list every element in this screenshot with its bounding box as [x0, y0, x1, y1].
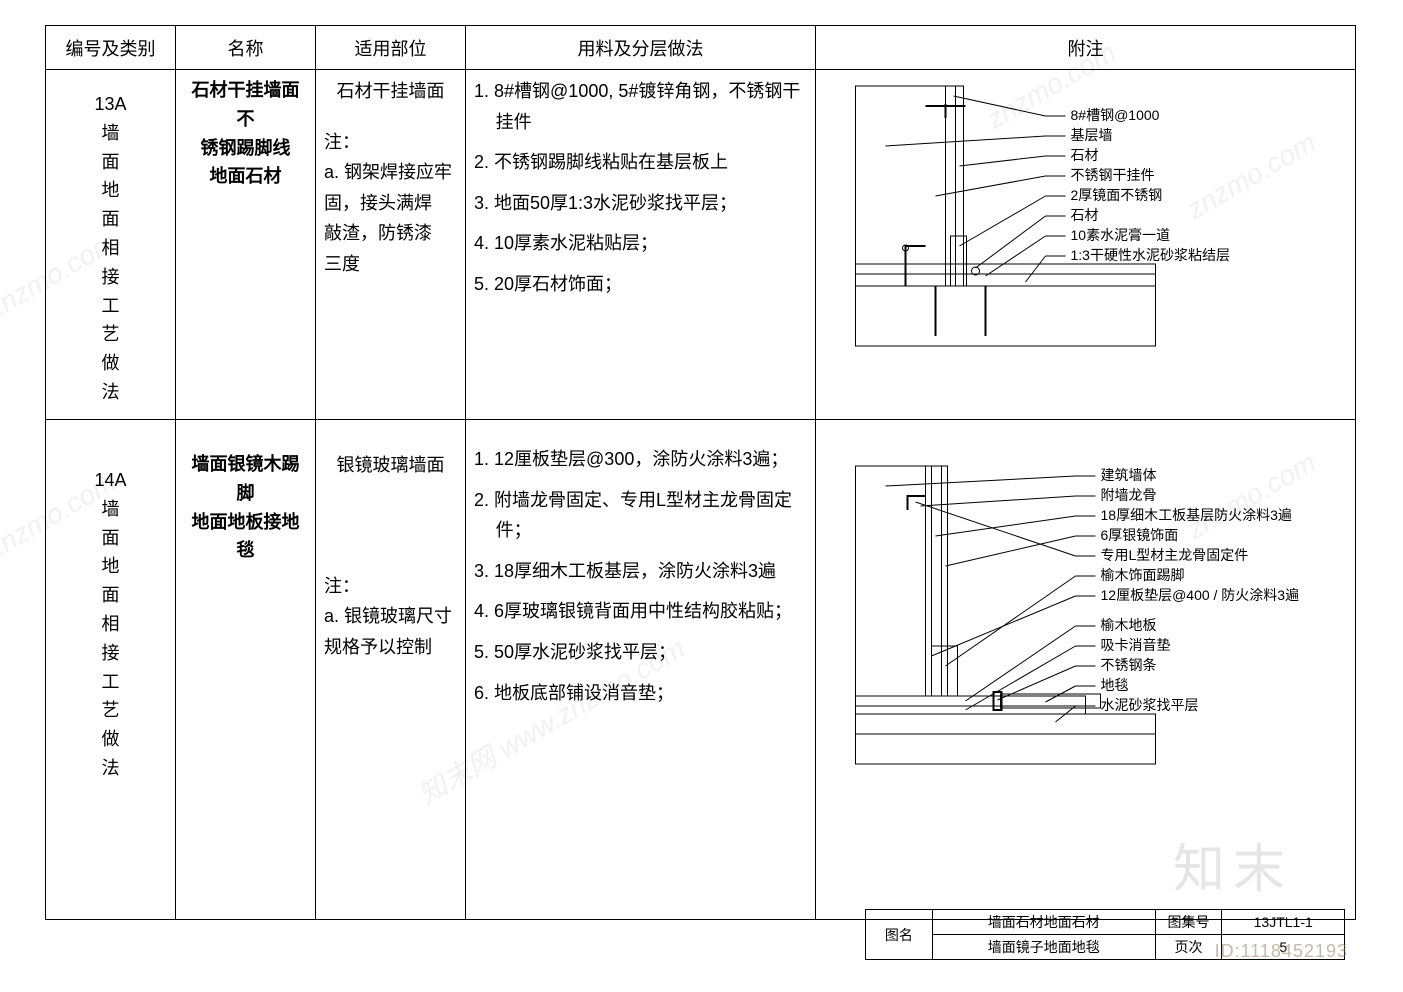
- diagram-label: 石材: [1071, 207, 1099, 223]
- table-row: 14A 墙 面 地 面 相 接 工 艺 做 法 墙面银镜木踢脚 地面地板接地毯 …: [46, 420, 1356, 920]
- col-header-name: 名称: [176, 26, 316, 70]
- cell-method-13a: 1. 8#槽钢@1000, 5#镀锌角钢，不锈钢干挂件 2. 不锈钢踢脚线粘贴在…: [466, 70, 816, 420]
- diagram-label: 地毯: [1101, 677, 1129, 693]
- cell-use-14a: 银镜玻璃墙面 注： a. 银镜玻璃尺寸 规格予以控制: [316, 420, 466, 920]
- id-code: 13A: [54, 90, 167, 119]
- cell-id-14a: 14A 墙 面 地 面 相 接 工 艺 做 法: [46, 420, 176, 920]
- use-note: a. 银镜玻璃尺寸 规格予以控制: [324, 601, 457, 662]
- diagram-label: 2厚镜面不锈钢: [1071, 187, 1163, 203]
- method-item: 1. 12厘板垫层@300，涂防火涂料3遍；: [474, 444, 807, 475]
- use-top: 石材干挂墙面: [324, 76, 457, 107]
- use-top: 银镜玻璃墙面: [324, 450, 457, 481]
- method-item: 6. 地板底部铺设消音垫；: [474, 678, 807, 709]
- method-item: 2. 不锈钢踢脚线粘贴在基层板上: [474, 147, 807, 178]
- method-item: 1. 8#槽钢@1000, 5#镀锌角钢，不锈钢干挂件: [474, 76, 807, 137]
- id-code: 14A: [54, 466, 167, 495]
- diagram-label: 8#槽钢@1000: [1071, 107, 1160, 123]
- table-header-row: 编号及类别 名称 适用部位 用料及分层做法 附注: [46, 26, 1356, 70]
- cell-name-14a: 墙面银镜木踢脚 地面地板接地毯: [176, 420, 316, 920]
- id-category: 墙 面 地 面 相 接 工 艺 做 法: [54, 495, 167, 783]
- use-note: a. 钢架焊接应牢 固，接头满焊 敲渣，防锈漆 三度: [324, 157, 457, 279]
- id-watermark: ID:1118452193: [1215, 941, 1348, 962]
- diagram-label: 不锈钢条: [1101, 657, 1157, 673]
- spec-table: 编号及类别 名称 适用部位 用料及分层做法 附注 13A 墙 面 地 面 相 接…: [45, 25, 1356, 920]
- titleblock-page-label: 页次: [1155, 935, 1222, 960]
- diagram-label: 建筑墙体: [1101, 467, 1157, 483]
- titleblock-name-2: 墙面镜子地面地毯: [932, 935, 1155, 960]
- diagram-label: 1:3干硬性水泥砂浆粘结层: [1071, 247, 1230, 263]
- diagram-label: 榆木地板: [1101, 617, 1157, 633]
- diagram-label: 基层墙: [1071, 127, 1113, 143]
- cell-note-13a: 8#槽钢@1000 基层墙 石材 不锈钢干挂件 2厚镜面不锈钢 石材 10素水泥…: [816, 70, 1356, 420]
- use-note-label: 注：: [324, 571, 457, 602]
- use-note-label: 注：: [324, 127, 457, 158]
- col-header-use: 适用部位: [316, 26, 466, 70]
- method-item: 4. 6厚玻璃银镜背面用中性结构胶粘贴；: [474, 596, 807, 627]
- method-item: 3. 地面50厚1:3水泥砂浆找平层；: [474, 188, 807, 219]
- cell-name-13a: 石材干挂墙面不 锈钢踢脚线 地面石材: [176, 70, 316, 420]
- table-row: 13A 墙 面 地 面 相 接 工 艺 做 法 石材干挂墙面不 锈钢踢脚线 地面…: [46, 70, 1356, 420]
- col-header-id: 编号及类别: [46, 26, 176, 70]
- diagram-label: 不锈钢干挂件: [1071, 167, 1155, 183]
- cell-method-14a: 1. 12厘板垫层@300，涂防火涂料3遍； 2. 附墙龙骨固定、专用L型材主龙…: [466, 420, 816, 920]
- titleblock-name-label: 图名: [866, 910, 933, 960]
- diagram-label: 榆木饰面踢脚: [1101, 567, 1185, 583]
- diagram-label: 吸卡消音垫: [1101, 637, 1171, 653]
- diagram-label: 6厚银镜饰面: [1101, 527, 1179, 543]
- diagram-label: 石材: [1071, 147, 1099, 163]
- col-header-note: 附注: [816, 26, 1356, 70]
- titleblock-set-value: 13JTL1-1: [1222, 910, 1345, 935]
- name-text: 墙面银镜木踢脚 地面地板接地毯: [184, 450, 307, 565]
- diagram-label: 18厚细木工板基层防火涂料3遍: [1101, 507, 1292, 523]
- method-item: 5. 20厚石材饰面；: [474, 269, 807, 300]
- titleblock-set-label: 图集号: [1155, 910, 1222, 935]
- method-item: 2. 附墙龙骨固定、专用L型材主龙骨固定件；: [474, 485, 807, 546]
- diagram-label: 附墙龙骨: [1101, 487, 1157, 503]
- section-diagram-14a: 建筑墙体 附墙龙骨 18厚细木工板基层防火涂料3遍 6厚银镜饰面 专用L型材主龙…: [824, 456, 1347, 816]
- id-category: 墙 面 地 面 相 接 工 艺 做 法: [54, 119, 167, 407]
- diagram-label: 水泥砂浆找平层: [1101, 697, 1199, 713]
- section-diagram-13a: 8#槽钢@1000 基层墙 石材 不锈钢干挂件 2厚镜面不锈钢 石材 10素水泥…: [824, 76, 1347, 376]
- logo-watermark: 知末: [1173, 827, 1293, 902]
- diagram-label: 12厘板垫层@400 / 防火涂料3遍: [1101, 587, 1300, 603]
- diagram-label: 10素水泥膏一道: [1071, 227, 1171, 243]
- titleblock-name-1: 墙面石材地面石材: [932, 910, 1155, 935]
- method-item: 5. 50厚水泥砂浆找平层；: [474, 637, 807, 668]
- name-text: 石材干挂墙面不 锈钢踢脚线 地面石材: [184, 76, 307, 191]
- cell-use-13a: 石材干挂墙面 注： a. 钢架焊接应牢 固，接头满焊 敲渣，防锈漆 三度: [316, 70, 466, 420]
- method-item: 3. 18厚细木工板基层，涂防火涂料3遍: [474, 556, 807, 587]
- diagram-label: 专用L型材主龙骨固定件: [1101, 547, 1249, 563]
- col-header-method: 用料及分层做法: [466, 26, 816, 70]
- cell-id-13a: 13A 墙 面 地 面 相 接 工 艺 做 法: [46, 70, 176, 420]
- method-item: 4. 10厚素水泥粘贴层；: [474, 228, 807, 259]
